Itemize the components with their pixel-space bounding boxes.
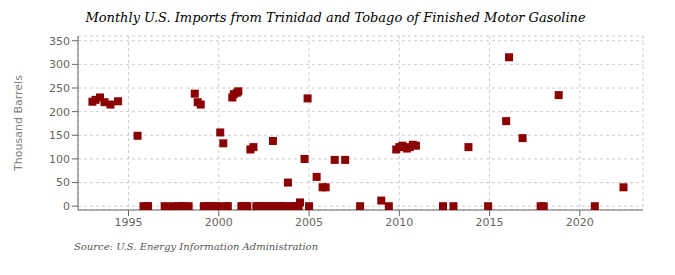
svg-text:1995: 1995 xyxy=(115,216,143,229)
svg-text:0: 0 xyxy=(63,200,70,213)
svg-text:150: 150 xyxy=(49,129,70,142)
svg-text:250: 250 xyxy=(49,82,70,95)
svg-text:300: 300 xyxy=(49,58,70,71)
svg-text:2005: 2005 xyxy=(295,216,323,229)
svg-text:2020: 2020 xyxy=(566,216,594,229)
svg-text:2015: 2015 xyxy=(476,216,504,229)
html-text:Monthly U.S. Imports from Trin: Monthly U.S. Imports from Trinidad and T… xyxy=(85,10,586,25)
svg-text:350: 350 xyxy=(49,35,70,48)
svg-text:Thousand Barrels: Thousand Barrels xyxy=(12,75,25,172)
html-text:Source: U.S. Energy Informatio: Source: U.S. Energy Information Administ… xyxy=(74,241,319,252)
svg-text:2010: 2010 xyxy=(385,216,413,229)
svg-text:50: 50 xyxy=(56,176,70,189)
svg-text:100: 100 xyxy=(49,153,70,166)
svg-text:2000: 2000 xyxy=(205,216,233,229)
svg-text:200: 200 xyxy=(49,106,70,119)
